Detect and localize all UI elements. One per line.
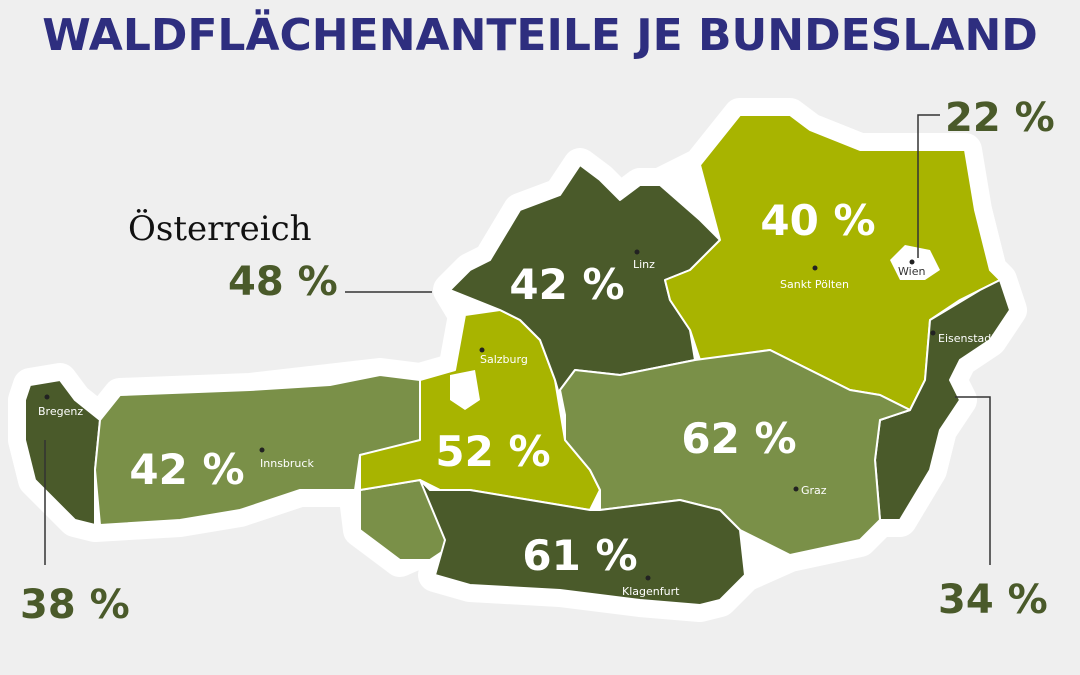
city-dot	[812, 265, 818, 271]
city-dot	[44, 394, 50, 400]
city-label: Salzburg	[480, 353, 528, 366]
city-dot	[930, 330, 936, 336]
share-label: 40 %	[760, 196, 875, 245]
shares: 38 % 42 % 52 % 42 % 40 % 22 % 34 % 62 % …	[20, 95, 1055, 628]
city-label: Linz	[633, 258, 655, 271]
share-label: 61 %	[522, 531, 637, 580]
city-dot	[793, 486, 799, 492]
city-label: Sankt Pölten	[780, 278, 849, 291]
callouts	[44, 114, 991, 565]
city-dot	[645, 575, 651, 581]
city-label: Graz	[801, 484, 827, 497]
capitals: Bregenz Innsbruck Salzburg Linz Sankt Pö…	[38, 249, 996, 598]
city-dot	[259, 447, 265, 453]
share-label: 42 %	[509, 260, 624, 309]
share-label: 22 %	[945, 95, 1055, 141]
city-dot	[634, 249, 640, 255]
kaernten	[419, 479, 746, 606]
city-label: Wien	[898, 265, 925, 278]
austria-share: 48 %	[228, 259, 338, 305]
share-label: 52 %	[435, 427, 550, 476]
title: WALDFLÄCHENANTEILE JE BUNDESLAND	[42, 8, 1038, 61]
city-dot	[909, 259, 915, 265]
share-label: 42 %	[129, 445, 244, 494]
callout-line	[917, 114, 940, 258]
city-dot	[479, 347, 485, 353]
share-label: 38 %	[20, 582, 130, 628]
austria-label: Österreich	[128, 208, 312, 249]
city-label: Innsbruck	[260, 457, 314, 470]
wien	[890, 245, 940, 280]
share-label: 34 %	[938, 577, 1048, 623]
vorarlberg	[24, 379, 101, 526]
city-label: Bregenz	[38, 405, 83, 418]
city-label: Klagenfurt	[622, 585, 680, 598]
callout-line	[955, 396, 991, 565]
city-label: Eisenstadt	[938, 332, 996, 345]
share-label: 62 %	[681, 414, 796, 463]
salzburg-city	[450, 370, 480, 410]
